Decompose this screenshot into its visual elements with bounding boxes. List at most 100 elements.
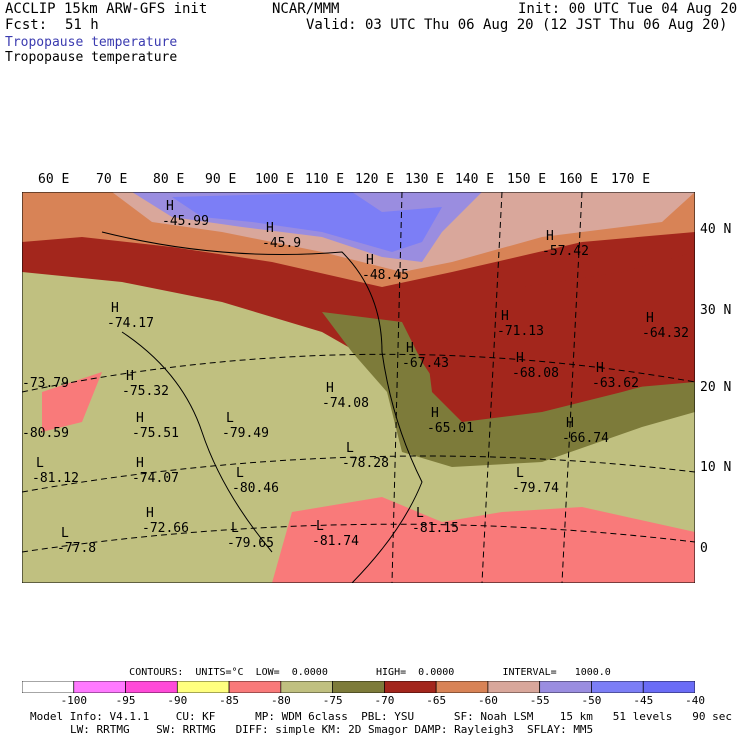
colorbar-label: -40 — [685, 694, 705, 707]
region-blue — [172, 192, 442, 252]
extreme-value-label: -79.65 — [227, 536, 274, 551]
longitude-label: 130 E — [405, 172, 445, 187]
latitude-label: 10 N — [700, 460, 732, 475]
colorbar-swatch — [487, 681, 541, 693]
low-marker: L — [36, 456, 44, 471]
coastline — [121, 331, 273, 553]
extreme-value-label: -68.08 — [512, 366, 559, 381]
grid-line — [22, 353, 695, 393]
colorbar-label: -50 — [581, 694, 602, 707]
extreme-value-label: -80.59 — [22, 426, 69, 441]
colorbar-label: -45 — [633, 694, 654, 707]
colorbar-label: -65 — [426, 694, 447, 707]
extreme-value-label: -67.43 — [402, 356, 449, 371]
colorbar-swatch — [332, 681, 385, 693]
extreme-value-label: -74.17 — [107, 316, 154, 331]
latitude-label: 0 — [700, 541, 708, 556]
low-marker: L — [516, 466, 524, 481]
longitude-label: 120 E — [355, 172, 395, 187]
forecast-label: Fcst: — [5, 17, 48, 33]
colorbar-swatch — [73, 681, 126, 693]
extreme-value-label: -48.45 — [362, 268, 409, 283]
high-marker: H — [431, 406, 439, 421]
center-label: NCAR/MMM — [272, 1, 340, 17]
region-pink-small — [42, 372, 102, 432]
extremes-layer: H-45.99 H-45.9H-48.45H-57.42H-74.17 H-71.1… — [22, 199, 689, 556]
colorbar-swatch — [642, 681, 695, 693]
high-marker: H — [266, 221, 274, 236]
longitude-label: 80 E — [153, 172, 185, 187]
extreme-value-label: -75.51 — [132, 426, 179, 441]
region-dark-red-east — [422, 252, 695, 422]
valid-time: Valid: 03 UTC Thu 06 Aug 20 (12 JST Thu … — [306, 17, 728, 33]
init-time: Init: 00 UTC Tue 04 Aug 20 — [518, 1, 738, 17]
longitude-label: 170 E — [611, 172, 651, 187]
high-marker: H — [546, 229, 554, 244]
extreme-value-label: -79.49 — [222, 426, 269, 441]
region-pink — [272, 497, 695, 583]
forecast-value: 51 h — [65, 17, 99, 33]
extreme-value-label: -66.74 — [562, 431, 609, 446]
latitude-label: 40 N — [700, 222, 732, 237]
high-marker: H — [166, 199, 174, 214]
longitude-label: 90 E — [205, 172, 237, 187]
colorbar-label: -85 — [219, 694, 240, 707]
extreme-value-label: -75.32 — [122, 384, 169, 399]
extreme-value-label: -77.8 — [57, 541, 96, 556]
high-marker: H — [111, 301, 119, 316]
high-marker: H — [566, 416, 574, 431]
model-info-line2: LW: RRTMG SW: RRTMG DIFF: simple KM: 2D … — [70, 723, 594, 736]
grid-line — [481, 192, 503, 583]
extreme-value-label: -81.74 — [312, 534, 359, 549]
tropopause-temperature-map: H-45.99 H-45.9H-48.45H-57.42H-74.17 H-71.1… — [22, 192, 695, 583]
colorbar-swatch — [228, 681, 282, 693]
high-marker: H — [136, 411, 144, 426]
longitude-label: 140 E — [455, 172, 495, 187]
high-marker: H — [646, 311, 654, 326]
colorbar-label: -95 — [115, 694, 136, 707]
extreme-value-label: -71.13 — [497, 324, 544, 339]
extreme-value-label: -73.79 — [22, 376, 69, 391]
low-marker: L — [416, 506, 424, 521]
low-marker: L — [236, 466, 244, 481]
model-info-line1: Model Info: V4.1.1 CU: KF MP: WDM 6class… — [30, 710, 732, 723]
colorbar-label: -60 — [478, 694, 498, 707]
extreme-value-label: -80.46 — [232, 481, 279, 496]
low-marker: L — [61, 526, 69, 541]
high-marker: H — [406, 341, 414, 356]
high-marker: H — [326, 381, 334, 396]
extreme-value-label: -74.07 — [132, 471, 179, 486]
colorbar-swatch — [22, 681, 75, 693]
colorbar — [22, 681, 695, 693]
longitude-label: 60 E — [38, 172, 70, 187]
extreme-value-label: -45.9 — [262, 236, 301, 251]
longitude-label: 70 E — [96, 172, 128, 187]
high-marker: H — [136, 456, 144, 471]
colorbar-label: -75 — [322, 694, 343, 707]
coastline — [101, 231, 423, 583]
high-marker: H — [516, 351, 524, 366]
longitude-label: 150 E — [507, 172, 547, 187]
colorbar-label: -70 — [374, 694, 395, 707]
low-marker: L — [316, 519, 324, 534]
low-marker: L — [226, 411, 234, 426]
colorbar-swatch — [280, 681, 333, 693]
extreme-value-label: -74.08 — [322, 396, 369, 411]
field-title: Tropopause temperature — [5, 50, 178, 65]
low-marker: L — [346, 441, 354, 456]
colorbar-swatch — [591, 681, 644, 693]
longitude-label: 100 E — [255, 172, 295, 187]
grid-line — [561, 192, 583, 583]
colorbar-label: -90 — [167, 694, 188, 707]
extreme-value-label: -63.62 — [592, 376, 639, 391]
extreme-value-label: -79.74 — [512, 481, 559, 496]
extreme-value-label: -45.99 — [162, 214, 209, 229]
colorbar-swatch — [539, 681, 592, 693]
extreme-value-label: -57.42 — [542, 244, 589, 259]
colorbar-label: -80 — [270, 694, 291, 707]
colorbar-label: -55 — [529, 694, 550, 707]
extreme-value-label: -65.01 — [427, 421, 474, 436]
extreme-value-label: -81.15 — [412, 521, 459, 536]
latitude-label: 20 N — [700, 380, 732, 395]
field-title-blue: Tropopause temperature — [5, 35, 178, 50]
